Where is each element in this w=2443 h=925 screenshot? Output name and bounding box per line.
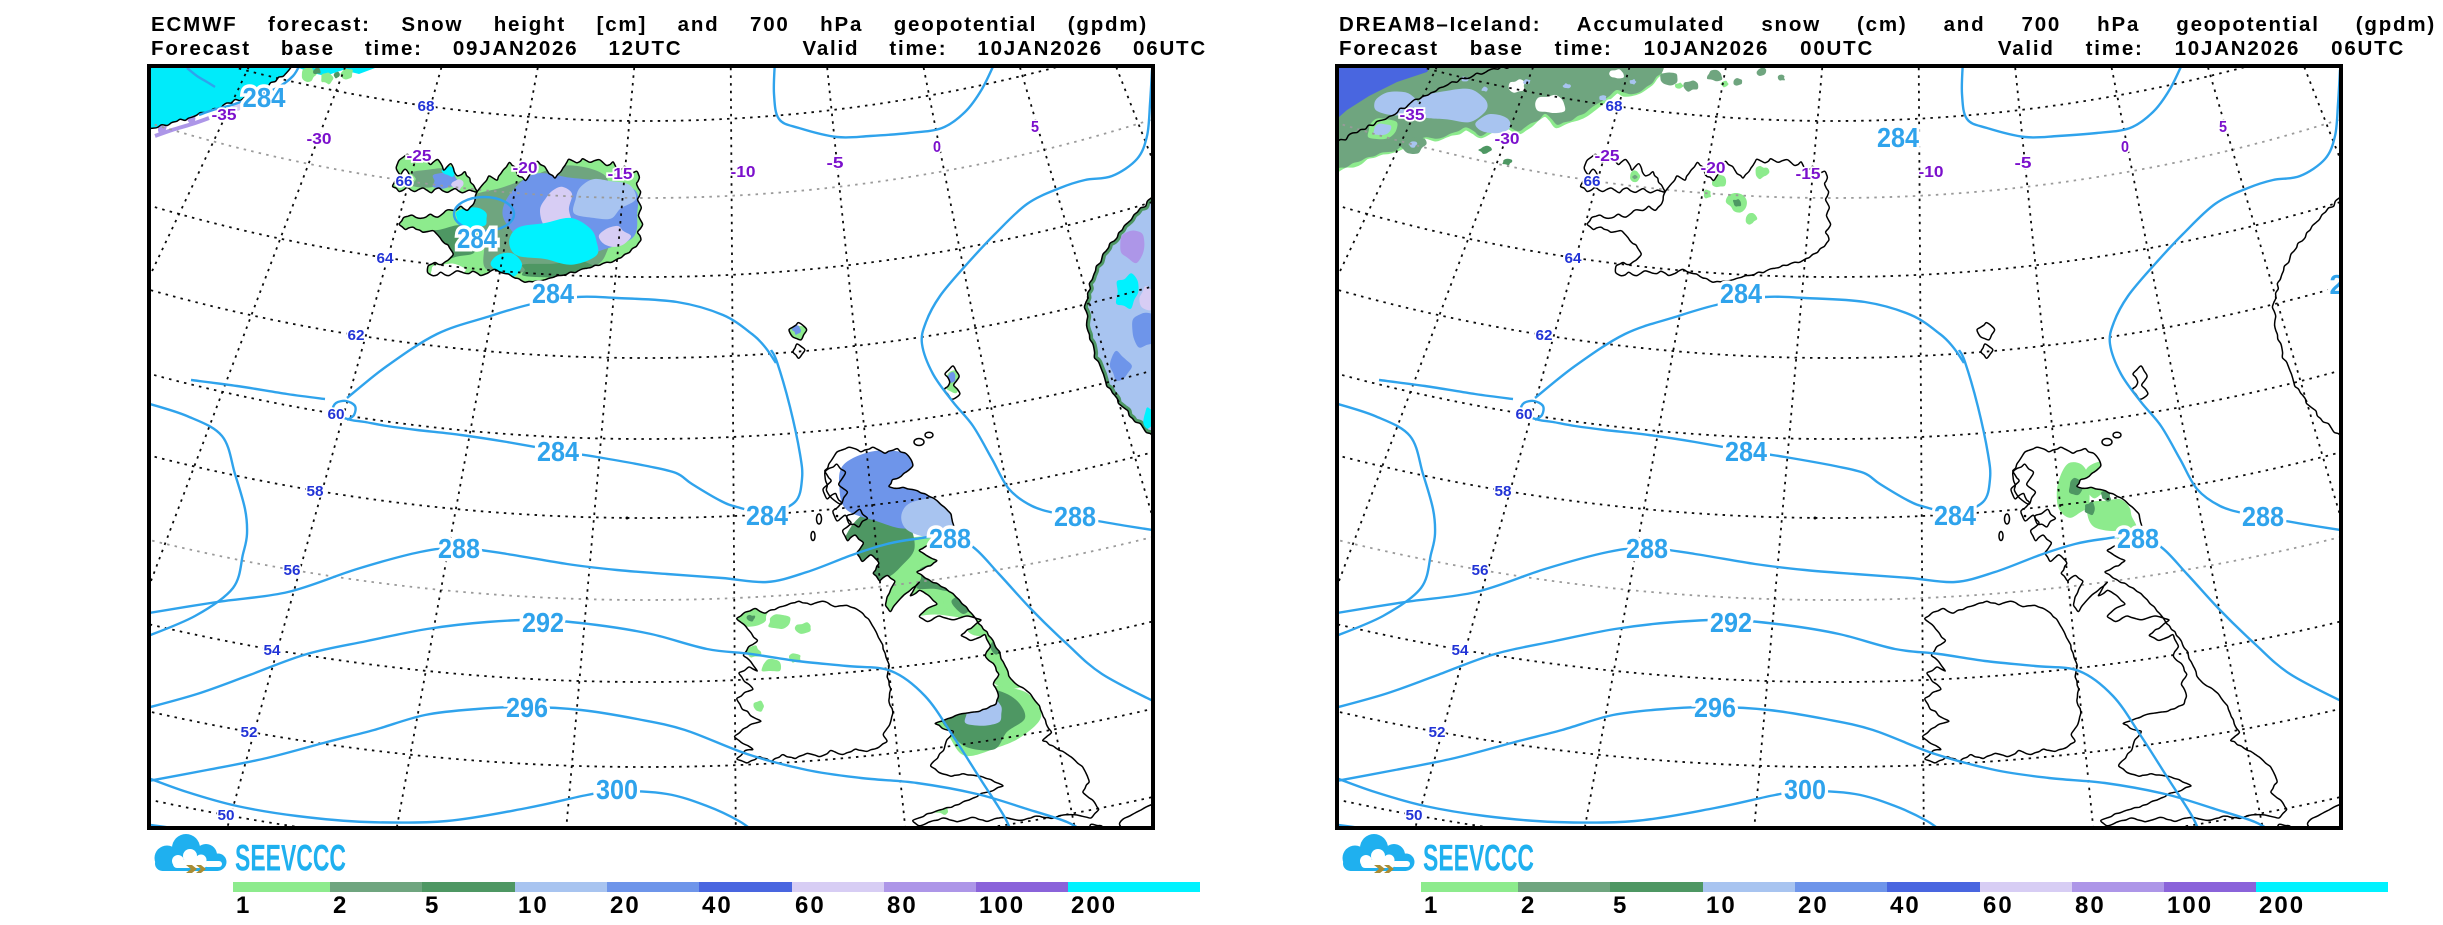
svg-text:0: 0 [933, 139, 941, 156]
svg-text:288: 288 [929, 523, 971, 554]
svg-text:288: 288 [438, 533, 480, 564]
svg-text:56: 56 [1472, 562, 1489, 579]
svg-text:-30: -30 [307, 131, 332, 148]
svg-text:68: 68 [418, 98, 435, 115]
svg-text:58: 58 [307, 483, 324, 500]
svg-text:300: 300 [1784, 774, 1826, 805]
svg-text:296: 296 [1694, 692, 1736, 723]
svg-text:296: 296 [506, 692, 548, 723]
svg-text:66: 66 [1584, 173, 1601, 190]
svg-text:-10: -10 [731, 164, 756, 181]
svg-text:284: 284 [457, 223, 497, 254]
svg-text:50: 50 [1406, 807, 1423, 824]
svg-text:292: 292 [522, 607, 564, 638]
svg-text:64: 64 [1565, 250, 1583, 267]
svg-text:300: 300 [596, 774, 638, 805]
svg-text:58: 58 [1495, 483, 1512, 500]
svg-text:292: 292 [1710, 607, 1752, 638]
svg-text:-15: -15 [1796, 166, 1821, 183]
svg-text:54: 54 [1452, 642, 1470, 659]
svg-text:68: 68 [1606, 98, 1623, 115]
svg-text:5: 5 [1031, 119, 1039, 136]
svg-text:52: 52 [1429, 724, 1446, 741]
svg-text:284: 284 [1725, 436, 1767, 467]
svg-text:SEEVCCC: SEEVCCC [1423, 838, 1534, 875]
svg-text:0: 0 [2121, 139, 2129, 156]
svg-text:-15: -15 [608, 166, 633, 183]
svg-text:56: 56 [284, 562, 301, 579]
svg-text:284: 284 [243, 82, 286, 113]
svg-text:62: 62 [348, 327, 365, 344]
svg-text:284: 284 [1720, 278, 1762, 309]
svg-text:284: 284 [1934, 500, 1976, 531]
svg-text:-30: -30 [1495, 131, 1520, 148]
svg-text:284: 284 [746, 500, 788, 531]
svg-text:SEEVCCC: SEEVCCC [235, 838, 346, 875]
svg-text:50: 50 [218, 807, 235, 824]
svg-text:-20: -20 [513, 160, 538, 177]
svg-text:284: 284 [537, 436, 579, 467]
svg-text:-25: -25 [1595, 148, 1620, 165]
svg-text:288: 288 [1626, 533, 1668, 564]
svg-text:288: 288 [2242, 501, 2284, 532]
svg-text:62: 62 [1536, 327, 1553, 344]
svg-text:-10: -10 [1919, 164, 1944, 181]
svg-text:-25: -25 [407, 148, 432, 165]
svg-text:60: 60 [1516, 406, 1533, 423]
svg-text:-5: -5 [2015, 155, 2032, 172]
svg-text:5: 5 [2219, 119, 2227, 136]
svg-text:288: 288 [1054, 501, 1096, 532]
svg-text:-20: -20 [1701, 160, 1726, 177]
svg-text:284: 284 [1877, 122, 1919, 153]
svg-text:52: 52 [241, 724, 258, 741]
svg-text:66: 66 [396, 173, 413, 190]
svg-text:60: 60 [328, 406, 345, 423]
svg-text:-35: -35 [1400, 107, 1425, 124]
svg-text:64: 64 [377, 250, 395, 267]
svg-text:54: 54 [264, 642, 282, 659]
svg-text:-35: -35 [212, 107, 237, 124]
svg-text:-5: -5 [827, 155, 844, 172]
svg-text:284: 284 [532, 278, 574, 309]
svg-text:288: 288 [2117, 523, 2159, 554]
